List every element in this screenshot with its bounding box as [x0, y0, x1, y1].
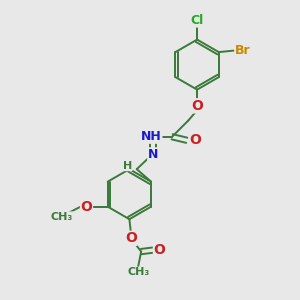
Text: Br: Br: [235, 44, 251, 57]
Text: O: O: [125, 231, 137, 245]
Text: H: H: [123, 160, 132, 171]
Text: O: O: [191, 99, 203, 113]
Text: NH: NH: [141, 130, 162, 143]
Text: O: O: [189, 133, 201, 147]
Text: N: N: [148, 148, 158, 161]
Text: O: O: [154, 243, 165, 257]
Text: CH₃: CH₃: [127, 267, 149, 277]
Text: CH₃: CH₃: [51, 212, 73, 222]
Text: O: O: [81, 200, 92, 214]
Text: Cl: Cl: [190, 14, 204, 27]
